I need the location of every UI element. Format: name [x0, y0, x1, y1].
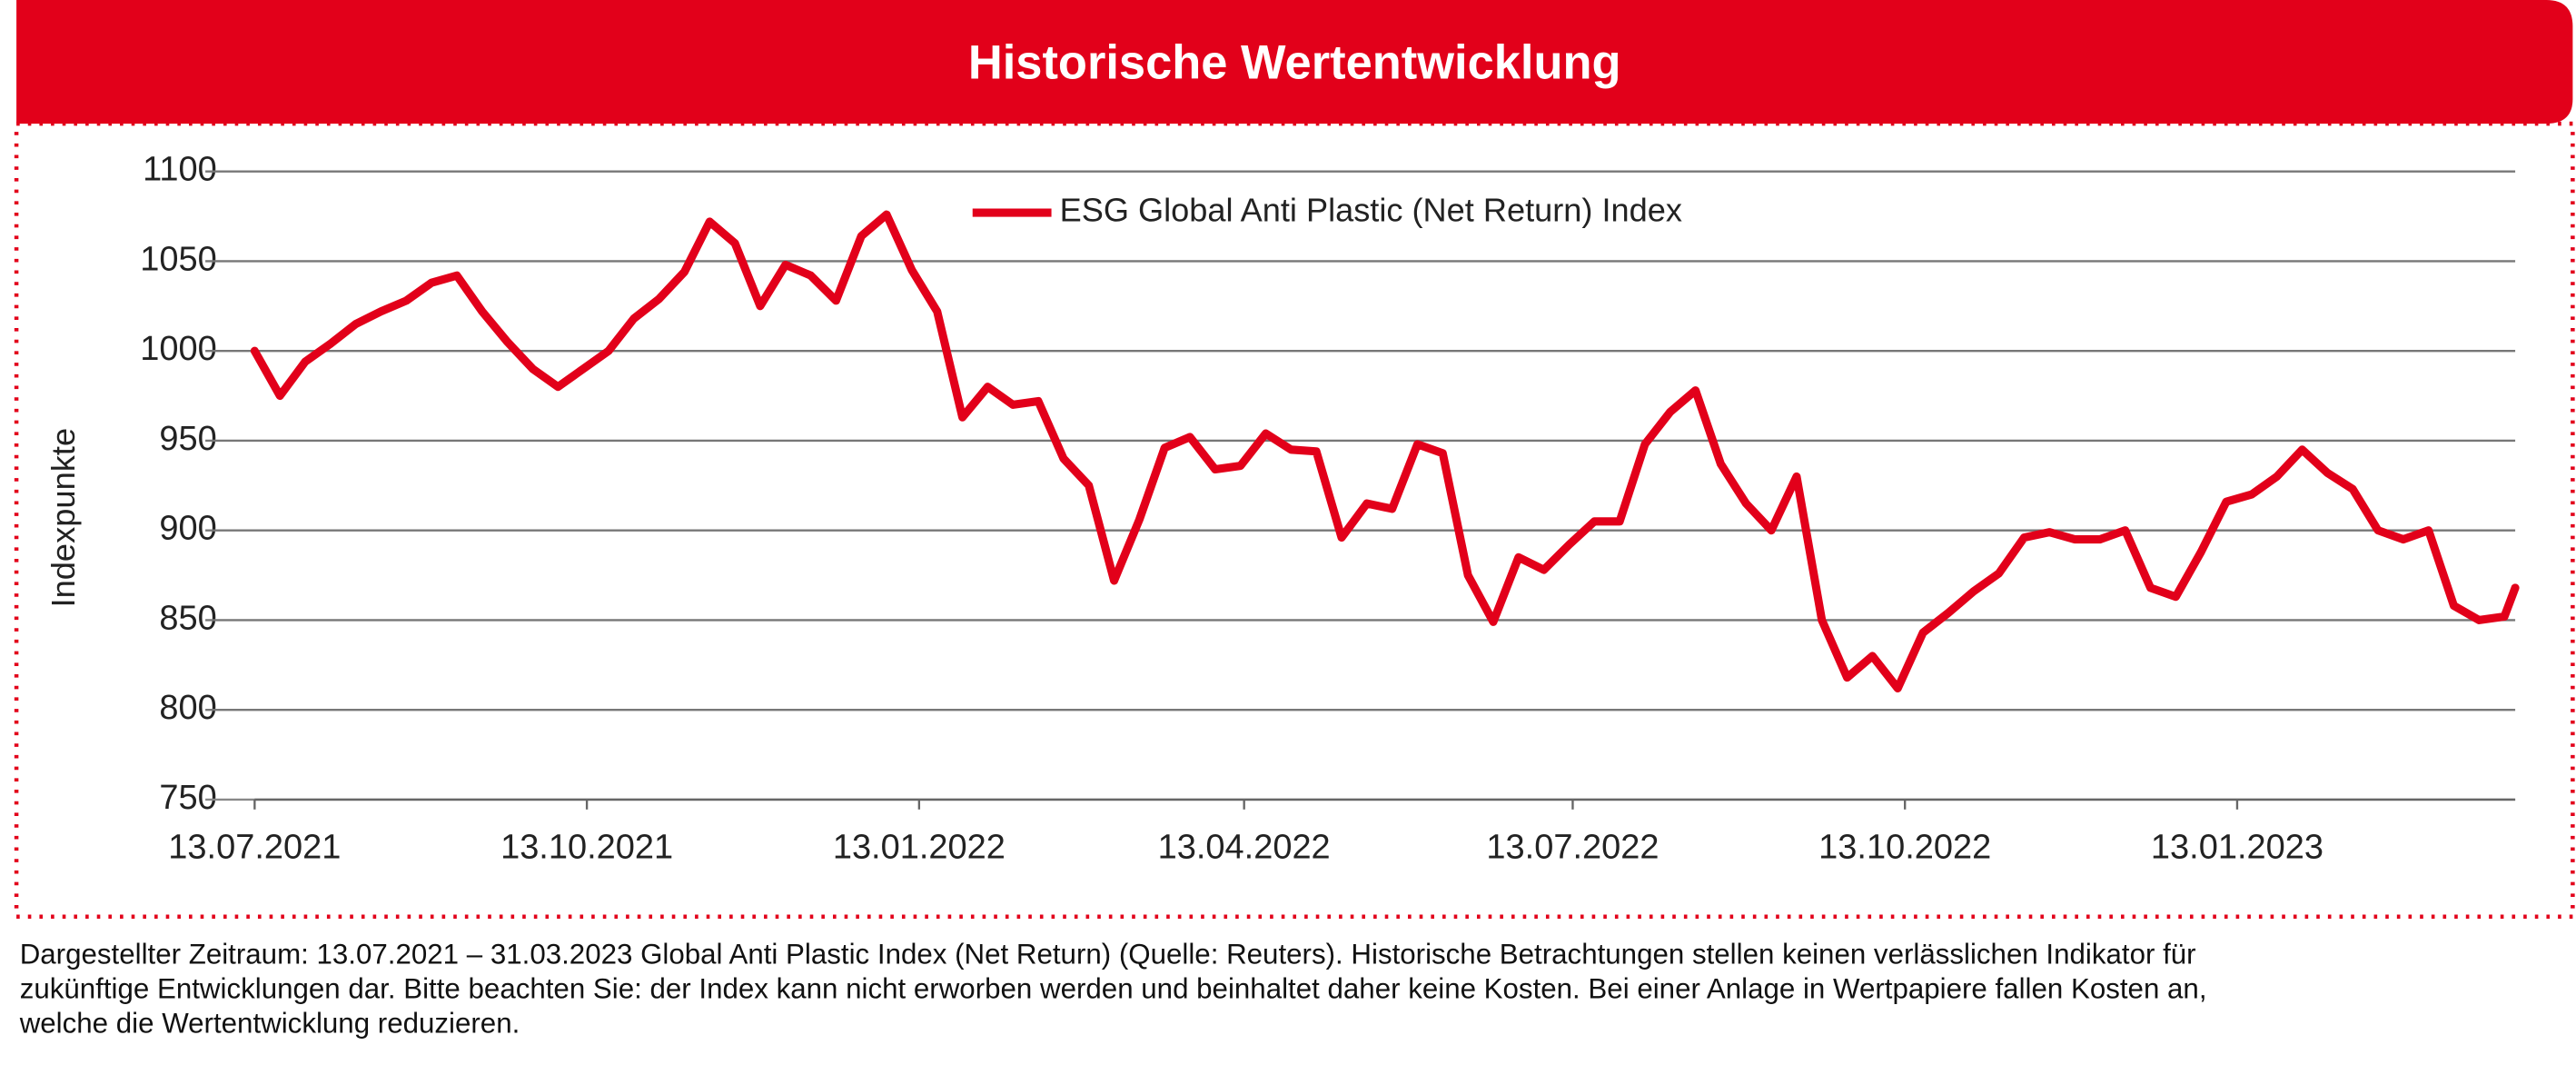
y-tick-label: 750 [159, 779, 216, 817]
y-axis-label: Indexpunkte [45, 428, 82, 608]
chart-title: Historische Wertentwicklung [968, 35, 1621, 89]
footnote-line: Dargestellter Zeitraum: 13.07.2021 – 31.… [20, 939, 2196, 970]
y-tick-label: 800 [159, 689, 216, 727]
x-tick-label: 13.10.2022 [1818, 828, 1991, 866]
y-tick-label: 1100 [143, 151, 217, 189]
y-tick-label: 950 [159, 420, 216, 458]
chart-frame [14, 121, 2575, 919]
x-tick-label: 13.07.2022 [1486, 828, 1659, 866]
legend-label: ESG Global Anti Plastic (Net Return) Ind… [1060, 192, 1682, 229]
y-tick-label: 850 [159, 599, 216, 637]
x-tick-label: 13.07.2021 [168, 828, 341, 866]
x-tick-label: 13.04.2022 [1158, 828, 1331, 866]
y-tick-label: 900 [159, 510, 216, 548]
header-bar [16, 0, 2573, 124]
series-line [250, 210, 2520, 692]
x-tick-label: 13.01.2023 [2151, 828, 2323, 866]
footnote-line: zukünftige Entwicklungen dar. Bitte beac… [20, 973, 2207, 1005]
x-tick-label: 13.10.2021 [500, 828, 673, 866]
y-tick-label: 1000 [140, 330, 216, 368]
footnote-line: welche die Wertentwicklung reduzieren. [19, 1008, 520, 1040]
y-tick-label: 1050 [140, 240, 216, 278]
x-tick-label: 13.01.2022 [833, 828, 1006, 866]
